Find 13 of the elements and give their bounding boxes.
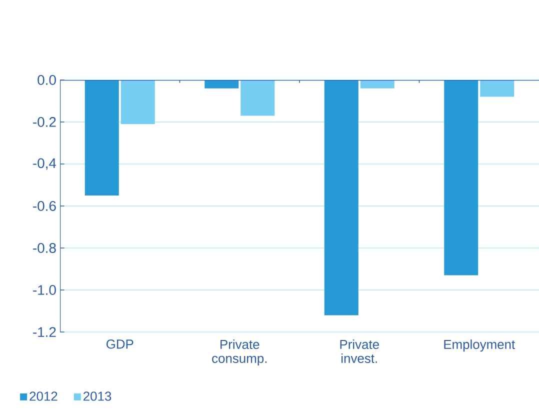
x-tick-label: Employment <box>444 340 516 352</box>
x-tick-label: GDP <box>106 340 134 349</box>
y-tick-label: 0.0 <box>38 75 56 85</box>
y-tick-label: -1.0 <box>33 285 56 295</box>
y-tick-label: -0.8 <box>33 243 56 253</box>
y-tick-label: -0.2 <box>33 117 56 127</box>
x-tick-label: Private invest. <box>340 340 379 363</box>
y-tick-label: -0.6 <box>33 201 56 211</box>
legend-label: 2012 <box>30 392 58 401</box>
x-tick-label: Private consump. <box>212 340 267 366</box>
y-tick-label: -0,4 <box>33 158 56 170</box>
y-tick-label: -1.2 <box>33 327 56 337</box>
legend-label: 2013 <box>84 392 112 401</box>
